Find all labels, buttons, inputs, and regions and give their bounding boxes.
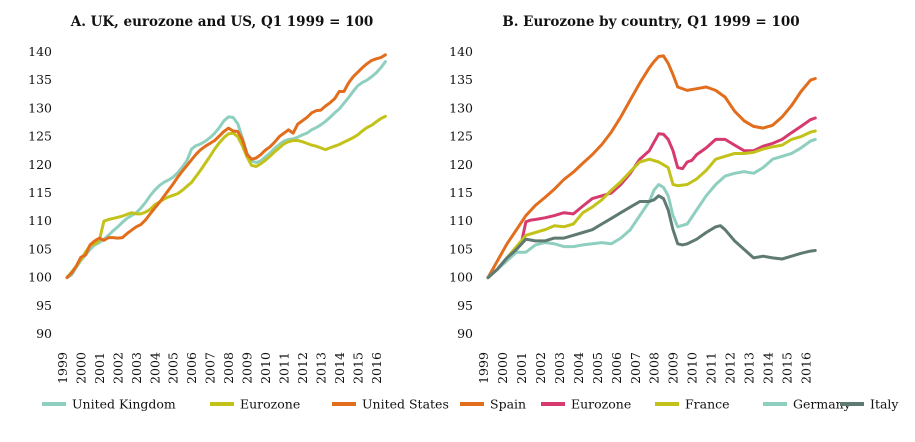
x-tick-label: 2006 [609, 352, 624, 384]
y-tick-label: 100 [449, 270, 473, 285]
x-tick-label: 2000 [73, 352, 88, 384]
panel-b-y-axis: 90 95 100 105 110 115 120 125 130 135 140 [449, 44, 473, 341]
legend-label-united-kingdom: United Kingdom [72, 397, 176, 412]
series-line-italy [486, 194, 817, 280]
x-tick-label: 2005 [166, 352, 181, 384]
x-tick-label: 2011 [276, 352, 291, 384]
legend-label-united-states: United States [362, 397, 449, 412]
y-tick-label: 140 [28, 44, 52, 59]
y-tick-label: 125 [28, 129, 52, 144]
y-tick-label: 110 [449, 213, 473, 228]
series-line-eurozone [65, 114, 387, 280]
y-tick-label: 115 [449, 185, 473, 200]
series-line-germany [486, 137, 817, 280]
x-tick-label: 2008 [647, 352, 662, 384]
x-tick-label: 2013 [313, 352, 328, 384]
x-tick-label: 2010 [258, 352, 273, 384]
y-tick-label: 95 [36, 298, 52, 313]
x-tick-label: 2001 [92, 352, 107, 384]
legend-label-france: France [685, 397, 730, 412]
panel-a-legend: United Kingdom Eurozone United States [42, 397, 449, 412]
x-tick-label: 2015 [350, 352, 365, 384]
legend-label-spain: Spain [490, 397, 526, 412]
y-tick-label: 125 [449, 129, 473, 144]
panel-b-lines [486, 54, 817, 280]
panel-a-title: A. UK, eurozone and US, Q1 1999 = 100 [70, 14, 374, 30]
x-tick-label: 2004 [571, 352, 586, 384]
x-tick-label: 2012 [295, 352, 310, 384]
legend-label-germany: Germany [793, 397, 852, 412]
panel-a-y-axis: 90 95 100 105 110 115 120 125 130 135 140 [28, 44, 52, 341]
y-tick-label: 130 [449, 100, 473, 115]
series-line-spain [486, 54, 817, 280]
x-tick-label: 2000 [495, 352, 510, 384]
y-tick-label: 130 [28, 100, 52, 115]
y-tick-label: 100 [28, 270, 52, 285]
legend-label-eurozone: Eurozone [240, 397, 300, 412]
legend-label-italy: Italy [870, 397, 899, 412]
x-tick-label: 2013 [742, 352, 757, 384]
x-tick-label: 2014 [332, 352, 347, 384]
x-tick-label: 2010 [685, 352, 700, 384]
x-tick-label: 2016 [369, 352, 384, 384]
panel-b-title: B. Eurozone by country, Q1 1999 = 100 [502, 14, 799, 30]
series-line-france [486, 129, 817, 280]
x-tick-label: 2007 [628, 352, 643, 384]
panel-b: B. Eurozone by country, Q1 1999 = 100 90… [449, 14, 899, 412]
legend-label-eurozone: Eurozone [571, 397, 631, 412]
x-tick-label: 2011 [704, 352, 719, 384]
x-tick-label: 1999 [55, 352, 70, 384]
x-tick-label: 2003 [129, 352, 144, 384]
x-tick-label: 2015 [780, 352, 795, 384]
x-tick-label: 2008 [221, 352, 236, 384]
x-tick-label: 2016 [799, 352, 814, 384]
panel-a-x-axis: 1999 2000 2001 2002 2003 2004 2005 2006 2007 2008… [55, 352, 384, 384]
x-tick-label: 2009 [240, 352, 255, 384]
x-tick-label: 1999 [476, 352, 491, 384]
series-line-united-states [65, 53, 387, 280]
y-tick-label: 110 [28, 213, 52, 228]
panel-a: A. UK, eurozone and US, Q1 1999 = 100 90… [28, 14, 449, 412]
x-tick-label: 2009 [666, 352, 681, 384]
x-tick-label: 2003 [552, 352, 567, 384]
panel-b-x-axis: 1999 2000 2001 2002 2003 2004 2005 2006 2007 2008… [476, 352, 814, 384]
y-tick-label: 115 [28, 185, 52, 200]
x-tick-label: 2014 [761, 352, 776, 384]
x-tick-label: 2005 [590, 352, 605, 384]
y-tick-label: 105 [449, 241, 473, 256]
y-tick-label: 90 [457, 326, 473, 341]
y-tick-label: 90 [36, 326, 52, 341]
y-tick-label: 135 [28, 72, 52, 87]
x-tick-label: 2006 [184, 352, 199, 384]
x-tick-label: 2002 [110, 352, 125, 384]
x-tick-label: 2001 [514, 352, 529, 384]
y-tick-label: 105 [28, 241, 52, 256]
y-tick-label: 140 [449, 44, 473, 59]
panel-b-legend: Spain Eurozone France Germany Italy [460, 397, 899, 412]
panel-a-lines [65, 53, 387, 280]
y-tick-label: 120 [28, 157, 52, 172]
series-line-eurozone [486, 116, 817, 280]
y-tick-label: 120 [449, 157, 473, 172]
y-tick-label: 95 [457, 298, 473, 313]
y-tick-label: 135 [449, 72, 473, 87]
x-tick-label: 2012 [723, 352, 738, 384]
x-tick-label: 2002 [533, 352, 548, 384]
x-tick-label: 2004 [147, 352, 162, 384]
series-line-united-kingdom [65, 60, 387, 280]
x-tick-label: 2007 [203, 352, 218, 384]
